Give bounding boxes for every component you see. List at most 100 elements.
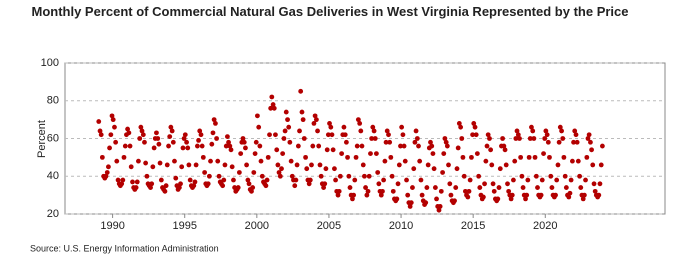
point xyxy=(452,198,457,204)
point xyxy=(259,173,265,179)
point xyxy=(496,185,502,190)
point xyxy=(211,117,217,123)
point xyxy=(170,139,176,145)
point xyxy=(555,162,561,168)
point xyxy=(350,196,355,202)
point xyxy=(332,166,337,172)
point xyxy=(255,113,260,119)
point xyxy=(288,158,294,164)
point xyxy=(196,137,201,143)
point xyxy=(591,181,597,187)
point xyxy=(206,173,212,179)
point xyxy=(575,158,581,164)
point xyxy=(119,181,125,187)
point xyxy=(120,177,126,183)
point xyxy=(376,181,382,187)
point xyxy=(256,124,262,130)
point xyxy=(381,177,387,183)
point xyxy=(187,177,193,183)
point xyxy=(469,154,474,160)
point xyxy=(373,151,379,157)
point xyxy=(470,132,475,138)
point xyxy=(444,143,450,149)
point xyxy=(530,128,536,134)
point xyxy=(301,136,307,141)
point xyxy=(276,170,282,175)
point xyxy=(294,162,300,168)
point xyxy=(215,158,221,164)
point xyxy=(473,132,479,138)
point xyxy=(300,117,306,123)
point xyxy=(178,181,183,187)
point xyxy=(491,188,497,194)
chart-title: Monthly Percent of Commercial Natural Ga… xyxy=(31,4,629,19)
y-tick-label: 100 xyxy=(41,57,59,69)
point xyxy=(467,177,473,183)
point xyxy=(560,136,566,141)
point xyxy=(586,132,592,138)
point xyxy=(221,177,227,183)
point xyxy=(581,192,587,198)
point xyxy=(324,147,330,153)
y-tick-label: 80 xyxy=(47,95,59,107)
point xyxy=(538,192,544,198)
point xyxy=(108,132,114,138)
point xyxy=(429,143,435,149)
point xyxy=(157,160,163,166)
point xyxy=(184,139,189,145)
point xyxy=(214,136,219,141)
point xyxy=(548,173,554,179)
x-tick-label: 2000 xyxy=(245,220,269,232)
point xyxy=(154,130,159,136)
point xyxy=(317,162,323,168)
point xyxy=(585,136,591,141)
point xyxy=(365,188,371,194)
point xyxy=(441,151,447,157)
point xyxy=(337,173,343,179)
point xyxy=(137,136,143,141)
point xyxy=(312,113,318,119)
point xyxy=(561,154,567,160)
point xyxy=(280,151,286,157)
point xyxy=(370,124,376,130)
point xyxy=(229,164,235,170)
point xyxy=(547,154,552,160)
point xyxy=(96,119,102,124)
point xyxy=(471,121,477,126)
point xyxy=(236,170,242,175)
point xyxy=(562,173,568,179)
x-tick-label: 2020 xyxy=(533,220,557,232)
point xyxy=(363,185,368,190)
point xyxy=(99,154,105,160)
point xyxy=(328,124,334,130)
point xyxy=(359,143,365,149)
point xyxy=(205,181,211,187)
point xyxy=(345,154,350,160)
point xyxy=(543,128,549,134)
point xyxy=(574,139,580,145)
point xyxy=(578,185,584,190)
point xyxy=(222,162,228,168)
point xyxy=(277,173,283,179)
point xyxy=(358,128,364,134)
point xyxy=(362,173,367,179)
point xyxy=(240,136,246,141)
point xyxy=(274,147,280,153)
point xyxy=(241,139,247,145)
point xyxy=(103,173,109,179)
x-tick-label: 1995 xyxy=(172,220,196,232)
point xyxy=(311,121,317,126)
point xyxy=(182,132,188,138)
point xyxy=(298,88,304,94)
point xyxy=(554,177,560,183)
point xyxy=(567,190,573,196)
point xyxy=(398,143,403,149)
point xyxy=(112,124,117,130)
point xyxy=(225,134,230,140)
point xyxy=(454,166,460,172)
point xyxy=(524,192,530,198)
point xyxy=(173,175,179,181)
point xyxy=(388,154,394,160)
point xyxy=(179,164,185,170)
point xyxy=(539,177,545,183)
